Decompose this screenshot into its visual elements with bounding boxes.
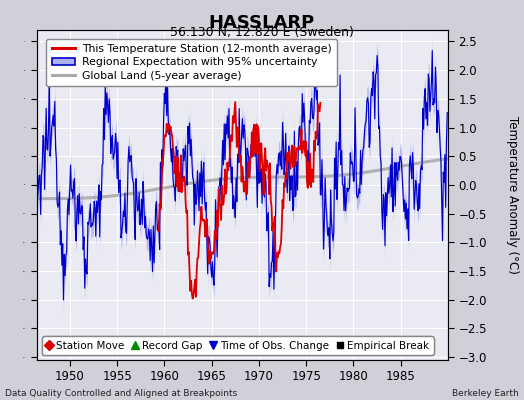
Text: Berkeley Earth: Berkeley Earth [452, 389, 519, 398]
Y-axis label: Temperature Anomaly (°C): Temperature Anomaly (°C) [506, 116, 519, 274]
Text: Data Quality Controlled and Aligned at Breakpoints: Data Quality Controlled and Aligned at B… [5, 389, 237, 398]
Text: 56.130 N, 12.820 E (Sweden): 56.130 N, 12.820 E (Sweden) [170, 26, 354, 39]
Text: HASSLARP: HASSLARP [209, 14, 315, 32]
Legend: Station Move, Record Gap, Time of Obs. Change, Empirical Break: Station Move, Record Gap, Time of Obs. C… [42, 336, 433, 355]
